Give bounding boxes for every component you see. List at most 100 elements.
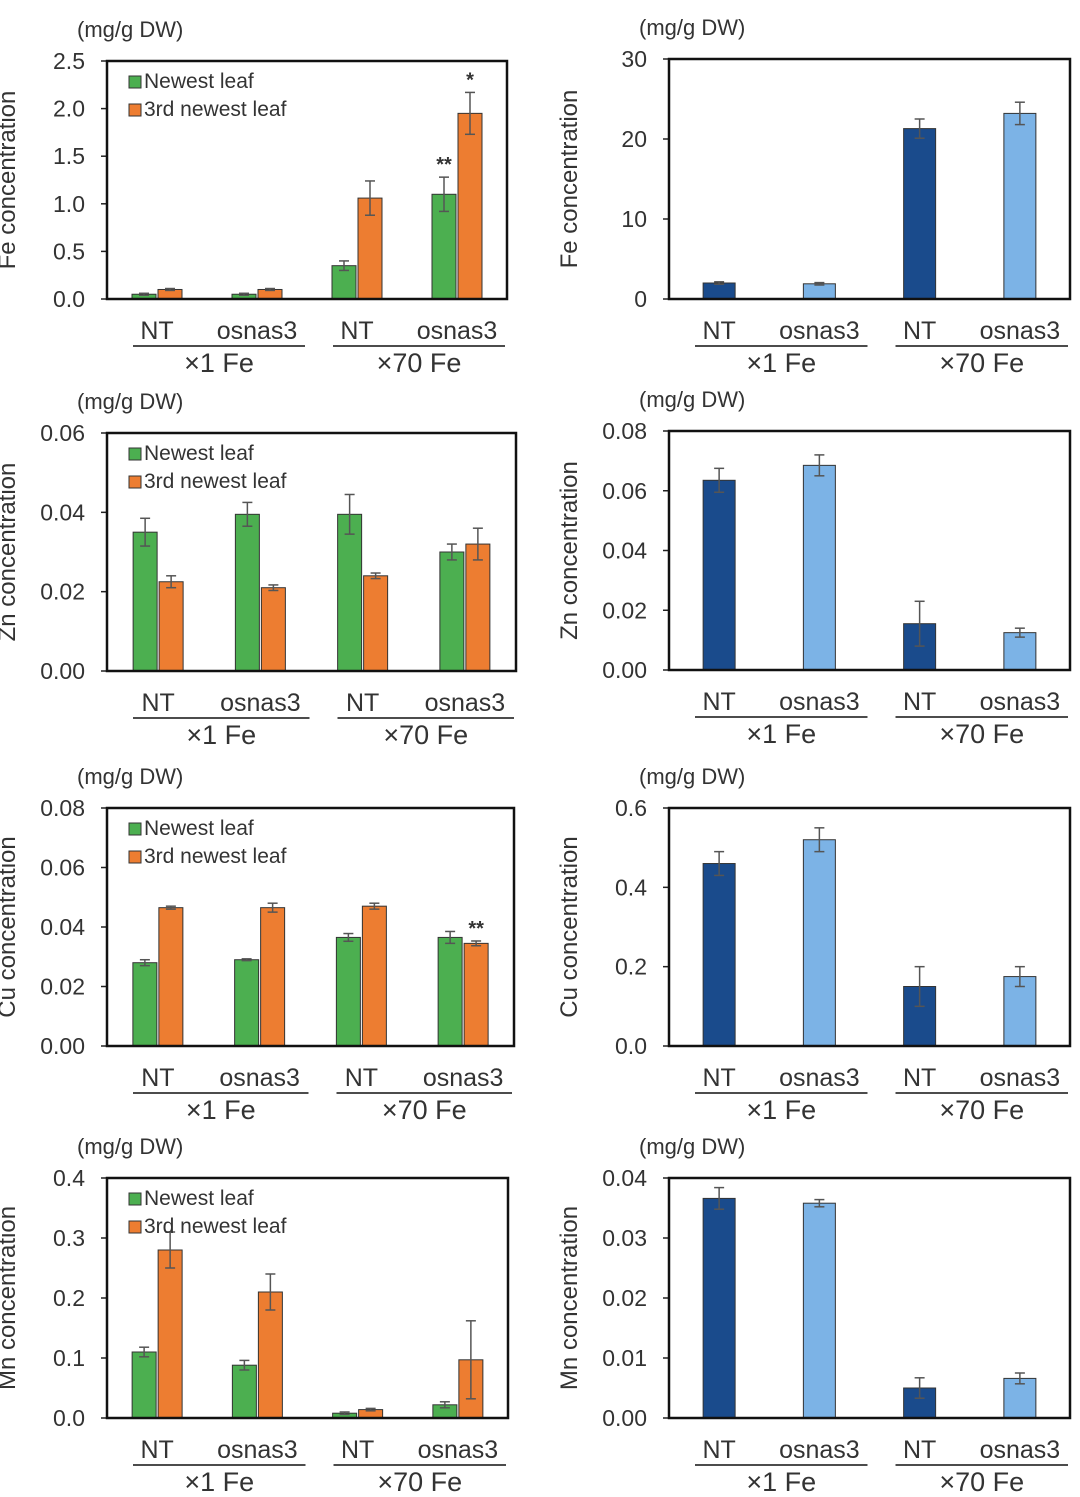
legend-swatch	[128, 475, 142, 489]
y-tick-label: 0.02	[40, 579, 85, 605]
y-axis-title: Zn concentration	[556, 461, 583, 640]
group-label: ×70 Fe	[382, 1095, 467, 1125]
y-tick-label: 20	[621, 126, 647, 152]
y-tick-label: 0.0	[53, 286, 85, 312]
x-tick-label: osnas3	[425, 689, 506, 717]
bar-s1-c3	[457, 112, 483, 300]
bar-s0-c1	[234, 513, 260, 672]
group-label: ×70 Fe	[383, 720, 468, 750]
group-label: ×1 Fe	[184, 1467, 254, 1497]
bar-c2	[903, 128, 937, 300]
x-tick-label: NT	[140, 317, 173, 345]
group-label: ×70 Fe	[939, 1095, 1024, 1125]
x-tick-label: NT	[340, 317, 373, 345]
bar-c1	[802, 1202, 836, 1419]
y-tick-label: 0.04	[40, 499, 85, 525]
group-label: ×1 Fe	[186, 720, 256, 750]
x-tick-label: NT	[346, 689, 379, 717]
y-tick-label: 0.04	[602, 1165, 647, 1191]
y-tick-label: 0.02	[602, 597, 647, 623]
y-tick-label: 0.06	[40, 855, 85, 881]
y-tick-label: 0.0	[615, 1033, 647, 1059]
x-tick-label: NT	[702, 1064, 735, 1092]
bar-s0-c0	[131, 1351, 157, 1419]
y-tick-label: 0.5	[53, 238, 85, 264]
y-tick-label: 0.00	[40, 1033, 85, 1059]
x-tick-label: NT	[702, 1436, 735, 1464]
y-tick-label: 2.5	[53, 48, 85, 74]
bar-s1-c0	[158, 907, 184, 1047]
y-axis-title: Mn concentration	[556, 1206, 583, 1390]
x-tick-label: NT	[903, 1064, 936, 1092]
significance-mark: **	[436, 154, 452, 176]
y-tick-label: 0.06	[40, 420, 85, 446]
y-tick-label: 0.6	[615, 795, 647, 821]
legend-swatch	[128, 447, 142, 461]
y-tick-label: 1.0	[53, 191, 85, 217]
unit-label: (mg/g DW)	[77, 764, 183, 789]
y-tick-label: 0.4	[53, 1165, 85, 1191]
bar-s0-c1	[234, 959, 260, 1047]
legend-label: Newest leaf	[144, 1187, 254, 1210]
plot-frame	[667, 1176, 1072, 1420]
legend-label: 3rd newest leaf	[144, 470, 287, 493]
plot-frame	[667, 429, 1072, 672]
group-label: ×1 Fe	[746, 348, 816, 378]
legend: Newest leaf 3rd newest leaf	[128, 442, 287, 493]
x-tick-label: NT	[903, 317, 936, 345]
significance-mark: *	[466, 69, 474, 91]
x-tick-label: osnas3	[217, 1436, 298, 1464]
y-tick-label: 0.01	[602, 1345, 647, 1371]
unit-label: (mg/g DW)	[639, 1134, 745, 1159]
y-tick-label: 0.2	[615, 954, 647, 980]
legend-label: 3rd newest leaf	[144, 1215, 287, 1238]
legend-swatch	[128, 103, 142, 117]
unit-label: (mg/g DW)	[77, 389, 183, 414]
y-axis-title: Fe concentration	[556, 90, 583, 269]
bar-s0-c3	[437, 936, 463, 1047]
bar-s0-c3	[439, 551, 465, 672]
y-tick-label: 0.1	[53, 1345, 85, 1371]
plot-frame	[667, 57, 1072, 301]
y-tick-label: 0.04	[602, 538, 647, 564]
bar-s0-c0	[132, 962, 158, 1047]
x-tick-label: NT	[141, 1064, 174, 1092]
bar-s1-c2	[361, 905, 387, 1047]
bar-c3	[1003, 632, 1037, 671]
y-tick-label: 0.08	[602, 418, 647, 444]
y-tick-label: 0.0	[53, 1405, 85, 1431]
legend-swatch	[128, 1220, 142, 1234]
x-tick-label: osnas3	[217, 317, 298, 345]
x-tick-label: NT	[702, 317, 735, 345]
group-label: ×1 Fe	[184, 348, 254, 378]
bar-c1	[802, 464, 836, 671]
bar-c2	[903, 986, 937, 1047]
x-tick-label: osnas3	[980, 1064, 1061, 1092]
x-tick-label: osnas3	[980, 1436, 1061, 1464]
chart-panel-cu-other: (mg/g DW) Cu concentration 0.0 0.2 0.4 0.6 NT o…	[556, 764, 1072, 1125]
bar-c1	[802, 283, 836, 300]
plot-frame	[667, 806, 1072, 1048]
bar-s0-c0	[132, 531, 158, 672]
group-label: ×1 Fe	[746, 1467, 816, 1497]
x-tick-label: osnas3	[779, 1064, 860, 1092]
group-label: ×70 Fe	[939, 348, 1024, 378]
group-label: ×70 Fe	[377, 1467, 462, 1497]
x-tick-label: NT	[341, 1436, 374, 1464]
x-tick-label: osnas3	[417, 317, 498, 345]
y-tick-label: 0.2	[53, 1285, 85, 1311]
y-tick-label: 0.00	[602, 657, 647, 683]
group-label: ×1 Fe	[746, 1095, 816, 1125]
group-label: ×70 Fe	[939, 1467, 1024, 1497]
plot-frame	[105, 806, 516, 1048]
x-tick-label: osnas3	[219, 1064, 300, 1092]
group-label: ×1 Fe	[746, 719, 816, 749]
y-tick-label: 0.02	[40, 974, 85, 1000]
unit-label: (mg/g DW)	[639, 764, 745, 789]
y-tick-label: 0.03	[602, 1225, 647, 1251]
chart-panel-cu-leaf: (mg/g DW) Cu concentration 0.00 0.02 0.04 0.0…	[0, 764, 516, 1125]
chart-panel-mn-leaf: (mg/g DW) Mn concentration 0.0 0.1 0.2 0.3 0.4…	[0, 1134, 510, 1497]
x-tick-label: osnas3	[980, 317, 1061, 345]
group-label: ×1 Fe	[186, 1095, 256, 1125]
